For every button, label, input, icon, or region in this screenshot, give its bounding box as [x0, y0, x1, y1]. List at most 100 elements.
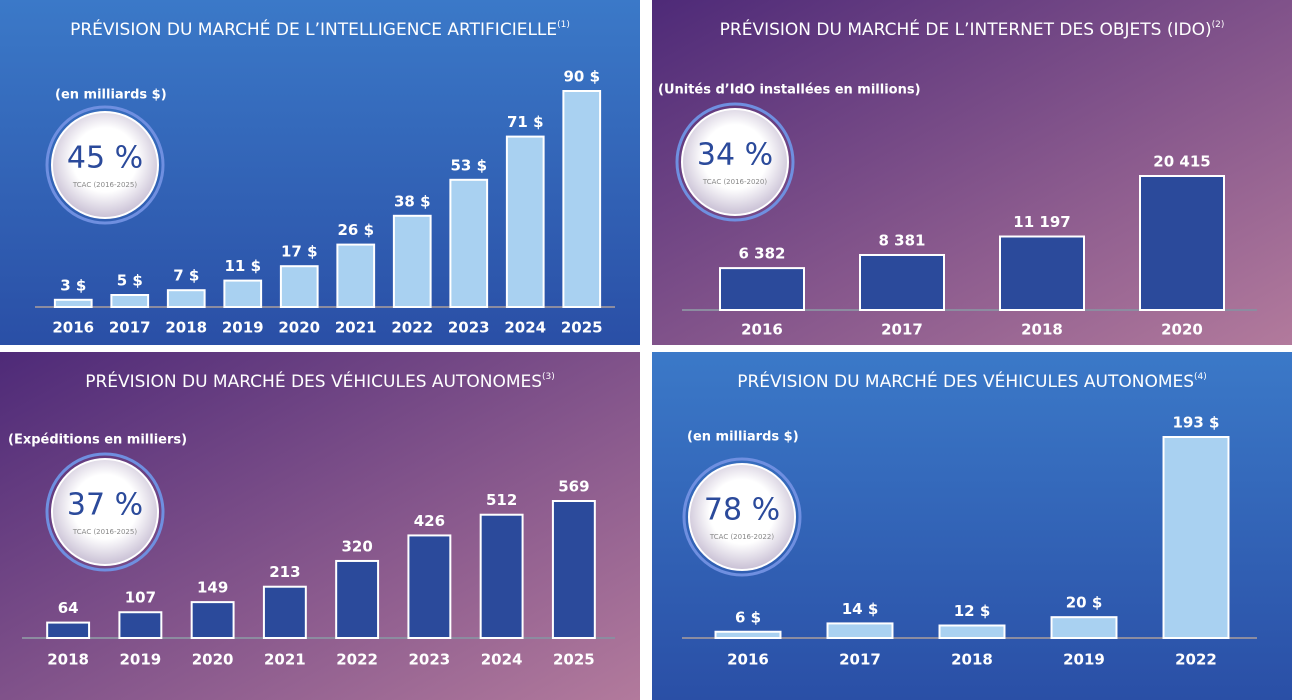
bar [392, 214, 432, 308]
value-label: 20 $ [1066, 594, 1103, 612]
value-label: 149 [197, 579, 228, 597]
chart-title: PRÉVISION DU MARCHÉ DE L’INTELLIGENCE AR… [70, 18, 570, 40]
title-text: PRÉVISION DU MARCHÉ DE L’INTERNET DES OB… [720, 18, 1212, 40]
badge-caption: TCAC (2016-2025) [72, 181, 137, 189]
badge-ring [682, 457, 802, 577]
bar [562, 90, 602, 308]
bar [336, 243, 376, 309]
value-label: 426 [414, 512, 445, 530]
x-tick-label: 2021 [335, 319, 377, 337]
x-tick-label: 2020 [192, 651, 234, 669]
bar [46, 621, 91, 640]
x-tick-label: 2016 [52, 319, 94, 337]
value-label: 64 [58, 599, 79, 617]
x-tick-label: 2023 [409, 651, 451, 669]
chart-title: PRÉVISION DU MARCHÉ DES VÉHICULES AUTONO… [737, 370, 1207, 392]
bar [1162, 436, 1230, 639]
bar [714, 630, 782, 639]
bar [999, 235, 1085, 311]
value-label: 14 $ [842, 600, 879, 618]
x-tick-label: 2018 [165, 319, 207, 337]
badge [51, 458, 159, 566]
x-tick-label: 2025 [553, 651, 595, 669]
bar [938, 624, 1006, 640]
x-tick-label: 2019 [222, 319, 264, 337]
value-label: 17 $ [281, 243, 318, 261]
value-label: 53 $ [450, 156, 487, 174]
badge-caption: TCAC (2016-2025) [72, 528, 137, 536]
bar [719, 267, 805, 312]
x-tick-label: 2017 [881, 321, 923, 339]
badge [681, 108, 789, 216]
badge [51, 111, 159, 219]
badge [688, 463, 796, 571]
value-label: 12 $ [954, 602, 991, 620]
badge-ring [675, 102, 795, 222]
x-tick-label: 2023 [448, 319, 490, 337]
subtitle: (Unités d’IdO installées en millions) [658, 83, 921, 98]
title-note: (3) [542, 372, 555, 382]
x-tick-label: 2016 [741, 321, 783, 339]
x-tick-label: 2020 [1161, 321, 1203, 339]
badge-value: 45 % [67, 141, 143, 176]
value-label: 90 $ [563, 68, 600, 86]
value-label: 512 [486, 491, 517, 509]
x-tick-label: 2022 [391, 319, 433, 337]
x-tick-label: 2020 [278, 319, 320, 337]
subtitle: (en milliards $) [687, 430, 799, 445]
subtitle: (Expéditions en milliers) [8, 433, 187, 448]
badge-caption: TCAC (2016-2022) [709, 533, 774, 541]
value-label: 569 [558, 478, 589, 496]
value-label: 3 $ [60, 276, 86, 294]
x-tick-label: 2024 [504, 319, 546, 337]
x-tick-label: 2021 [264, 651, 306, 669]
chart-panel: PRÉVISION DU MARCHÉ DE L’INTELLIGENCE AR… [0, 0, 640, 345]
bar [118, 611, 163, 639]
x-tick-label: 2017 [109, 319, 151, 337]
bar [407, 534, 452, 639]
value-label: 7 $ [173, 267, 199, 285]
value-label: 107 [125, 589, 156, 607]
bar [223, 279, 263, 309]
x-tick-label: 2018 [47, 651, 89, 669]
title-text: PRÉVISION DU MARCHÉ DES VÉHICULES AUTONO… [737, 370, 1194, 392]
bar [1139, 175, 1225, 311]
x-tick-label: 2018 [1021, 321, 1063, 339]
x-tick-label: 2022 [1175, 651, 1217, 669]
bar [449, 178, 489, 308]
value-label: 11 197 [1013, 213, 1070, 231]
value-label: 71 $ [507, 113, 544, 131]
badge-value: 37 % [67, 488, 143, 523]
value-label: 8 381 [879, 231, 926, 249]
x-tick-label: 2024 [481, 651, 523, 669]
x-tick-label: 2019 [1063, 651, 1105, 669]
badge-value: 34 % [697, 138, 773, 173]
bar [551, 500, 596, 639]
value-label: 213 [269, 563, 300, 581]
bar [262, 585, 307, 639]
title-text: PRÉVISION DU MARCHÉ DE L’INTELLIGENCE AR… [70, 18, 557, 40]
x-tick-label: 2017 [839, 651, 881, 669]
title-text: PRÉVISION DU MARCHÉ DES VÉHICULES AUTONO… [85, 370, 542, 392]
badge-caption: TCAC (2016-2020) [702, 178, 767, 186]
subtitle: (en milliards $) [55, 88, 167, 103]
chart-title: PRÉVISION DU MARCHÉ DES VÉHICULES AUTONO… [85, 370, 555, 392]
bar [505, 135, 545, 308]
bar [166, 289, 206, 309]
x-tick-label: 2025 [561, 319, 603, 337]
chart-title: PRÉVISION DU MARCHÉ DE L’INTERNET DES OB… [720, 18, 1225, 40]
bar [190, 601, 235, 640]
value-label: 5 $ [117, 272, 143, 290]
x-tick-label: 2018 [951, 651, 993, 669]
title-note: (2) [1212, 20, 1225, 30]
chart-panel: PRÉVISION DU MARCHÉ DES VÉHICULES AUTONO… [0, 352, 640, 700]
value-label: 38 $ [394, 192, 431, 210]
value-label: 320 [341, 537, 372, 555]
x-tick-label: 2019 [120, 651, 162, 669]
badge-ring [45, 105, 165, 225]
title-note: (4) [1194, 372, 1207, 382]
badge-ring [45, 452, 165, 572]
badge-value: 78 % [704, 493, 780, 528]
title-note: (1) [557, 20, 570, 30]
